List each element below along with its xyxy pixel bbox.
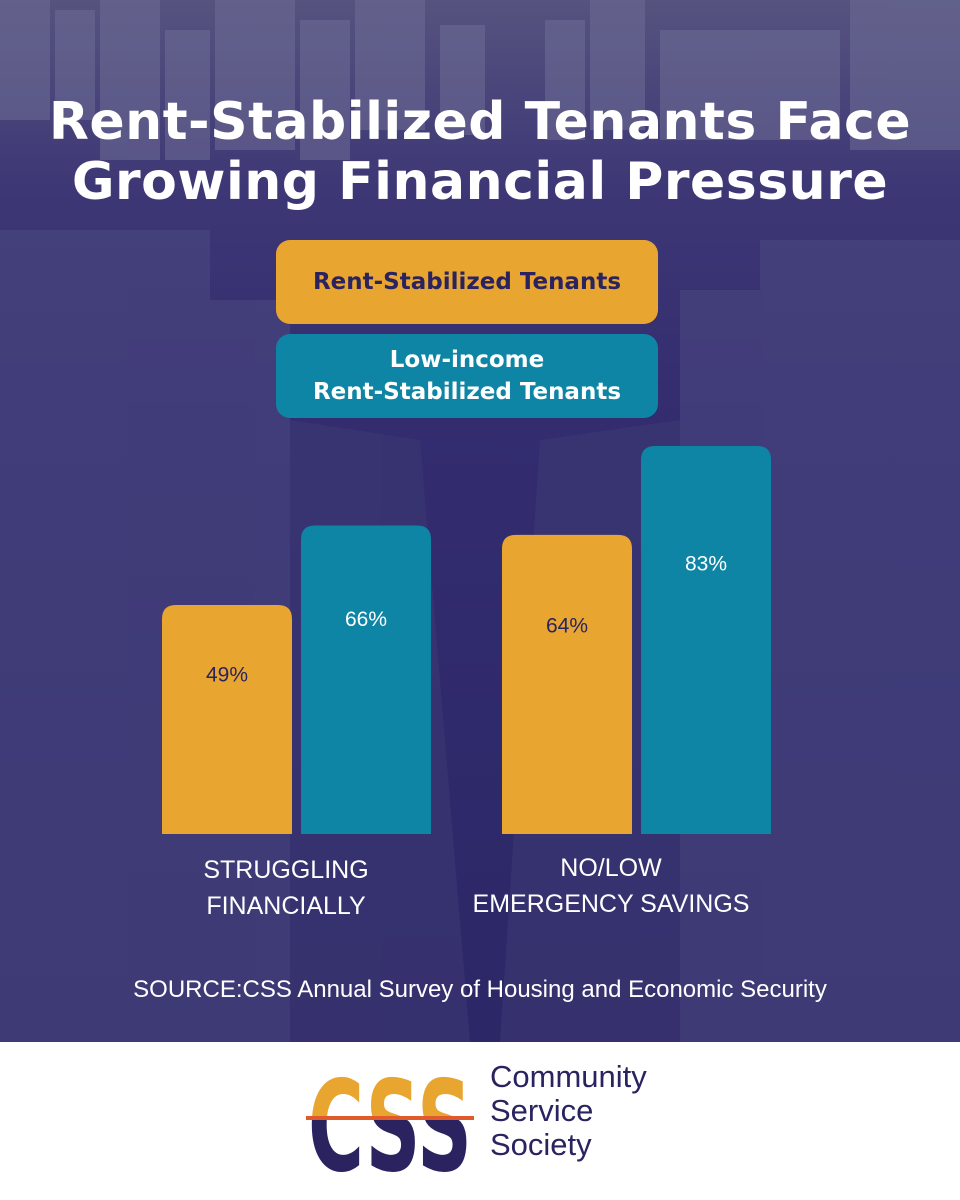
chart-title: Rent-Stabilized Tenants Face Growing Fin… [48, 92, 912, 212]
bar-value-label-low-income-1: 66% [345, 608, 387, 631]
bar-low-income-1 [301, 525, 431, 834]
bar-low-income-2 [641, 446, 771, 834]
svg-text:CSS: CSS [308, 1058, 472, 1192]
org-name-line-1: Community [490, 1059, 647, 1094]
source-note: SOURCE:CSS Annual Survey of Housing and … [133, 976, 827, 1003]
bar-rent-stabilized-2 [502, 534, 632, 834]
category-label-emergency-savings: NO/LOW EMERGENCY SAVINGS [472, 854, 750, 918]
bar-value-label-low-income-2: 83% [685, 552, 727, 575]
skyline-illustration [0, 0, 960, 1042]
legend-item-rent-stabilized: Rent-Stabilized Tenants [276, 240, 658, 324]
footer: CSS CSS Community Service Society [0, 1042, 960, 1200]
css-logo: CSS CSS [306, 1058, 474, 1192]
organization-name: Community Service Society [490, 1060, 647, 1162]
city-background: Rent-Stabilized Tenants Face Growing Fin… [0, 0, 960, 1042]
org-name-line-3: Society [490, 1127, 592, 1162]
bar-rent-stabilized-1 [162, 604, 292, 834]
legend-item-low-income: Low-income Rent-Stabilized Tenants [276, 334, 658, 418]
org-name-line-2: Service [490, 1093, 594, 1128]
bar-chart: 49% 64% 66% 83% [162, 446, 771, 834]
bar-value-label-rent-stabilized-2: 64% [546, 615, 588, 638]
bar-value-label-rent-stabilized-1: 49% [206, 664, 248, 687]
category-label-struggling: STRUGGLING FINANCIALLY [203, 856, 369, 920]
svg-text:CSS: CSS [308, 1058, 472, 1192]
